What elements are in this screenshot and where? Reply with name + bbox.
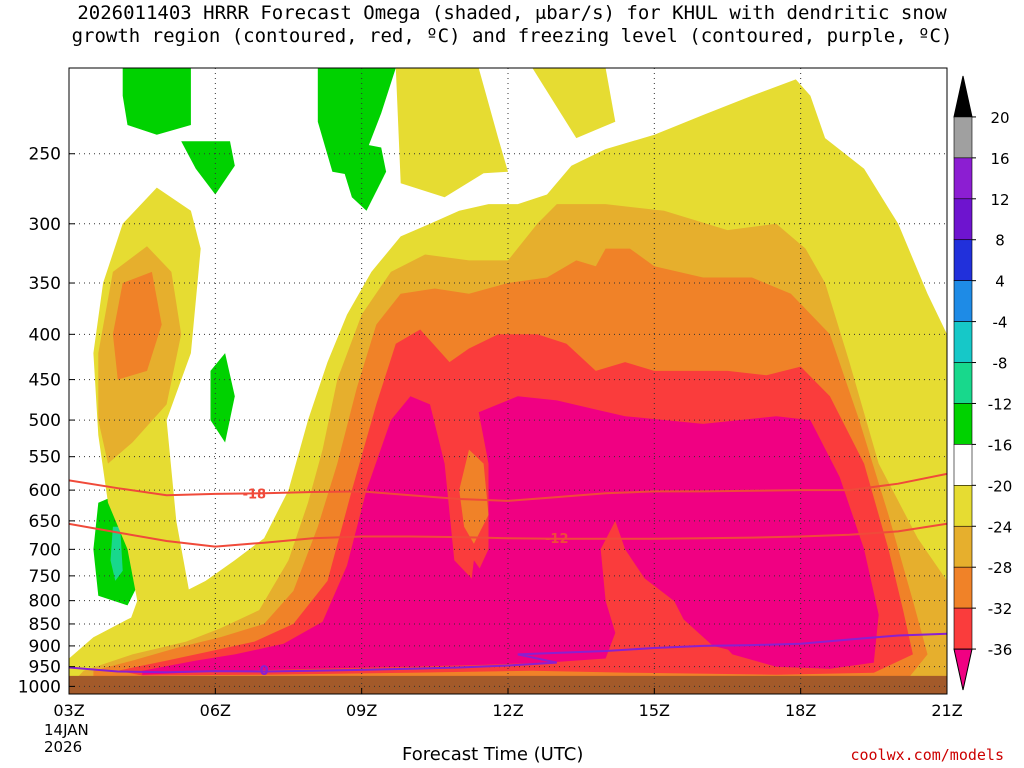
credit-link[interactable]: coolwx.com/models: [850, 746, 1004, 764]
colorbar-label--4: -4: [993, 314, 1008, 332]
colorbar-cap-bottom: [953, 648, 973, 691]
contour-label--18: -18: [243, 487, 267, 502]
omega-region-0-4: [210, 353, 235, 443]
y-axis: 2503003504004505005506006507007508008509…: [18, 145, 75, 697]
y-tick-label-850: 850: [29, 615, 61, 635]
colorbar-cell-7: [953, 362, 973, 404]
colorbar-cell-1: [953, 607, 973, 650]
x-axis: 03Z 06Z 09Z 12Z 15Z 18Z 21Z: [53, 688, 963, 720]
colorbar-cell-5: [953, 444, 973, 486]
colorbar-label--24: -24: [988, 518, 1013, 536]
y-tick-label-300: 300: [29, 215, 61, 235]
colorbar-cell-10: [953, 239, 973, 281]
colorbar-cell-9: [953, 280, 973, 322]
ground-band-fill: [69, 675, 947, 694]
colorbar-cell-12: [953, 157, 973, 200]
title-line-1: 2026011403 HRRR Forecast Omega (shaded, …: [77, 2, 947, 24]
x-tick-label-15Z: 15Z: [639, 701, 670, 720]
colorbar-label-16: 16: [990, 150, 1009, 168]
y-tick-label-550: 550: [29, 448, 61, 468]
colorbar-cell-11: [953, 198, 973, 241]
omega-region-6-1: [469, 560, 508, 648]
chart-title: 2026011403 HRRR Forecast Omega (shaded, …: [0, 2, 1024, 48]
title-line-2: growth region (contoured, red, ºC) and f…: [71, 25, 953, 47]
colorbar-label-12: 12: [990, 191, 1009, 209]
colorbar-cell-8: [953, 321, 973, 363]
y-tick-label-400: 400: [29, 325, 61, 345]
colorbar-cap-top: [953, 75, 973, 118]
y-tick-label-250: 250: [29, 145, 61, 165]
colorbar-label-20: 20: [990, 109, 1009, 127]
x-tick-label-09Z: 09Z: [346, 701, 377, 720]
y-tick-label-900: 900: [29, 637, 61, 657]
colorbar-cell-6: [953, 403, 973, 445]
start-date-year: 2026: [44, 738, 83, 756]
contour-label--12: -12: [545, 532, 569, 547]
omega-region-1-0: [110, 526, 123, 581]
omega-region-2-2: [395, 68, 508, 198]
y-tick-label-750: 750: [29, 567, 61, 587]
y-tick-label-950: 950: [29, 658, 61, 678]
colorbar-label--32: -32: [988, 600, 1013, 618]
omega-shading: [69, 68, 947, 687]
colorbar-label--16: -16: [988, 436, 1013, 454]
colorbar-cell-3: [953, 525, 973, 568]
colorbar-cell-2: [953, 566, 973, 609]
colorbar-label-4: 4: [995, 273, 1005, 291]
x-tick-label-12Z: 12Z: [492, 701, 523, 720]
ground-band: [69, 675, 947, 694]
y-tick-label-700: 700: [29, 540, 61, 560]
x-tick-label-06Z: 06Z: [200, 701, 231, 720]
contour-label-freezing-level: 0: [260, 664, 269, 679]
colorbar-cell-13: [953, 116, 973, 159]
contour-freezing-level: [69, 632, 947, 674]
y-tick-label-800: 800: [29, 592, 61, 612]
colorbar-label-8: 8: [995, 232, 1005, 250]
y-tick-label-350: 350: [29, 274, 61, 294]
omega-region-6-2: [669, 549, 762, 655]
omega-region-0-3: [342, 142, 387, 211]
y-tick-label-500: 500: [29, 411, 61, 431]
colorbar: -36 -32 -28 -24 -20 -16 -12 -8 -4 4 8 12 16 20: [953, 75, 1013, 691]
colorbar-label--8: -8: [993, 355, 1008, 373]
contour-lines: -18 -12 0: [69, 472, 947, 679]
x-tick-label-18Z: 18Z: [785, 701, 816, 720]
y-tick-label-1000: 1000: [18, 677, 61, 697]
colorbar-label--20: -20: [988, 477, 1013, 495]
y-tick-label-450: 450: [29, 371, 61, 391]
colorbar-label--36: -36: [988, 641, 1013, 659]
y-tick-label-650: 650: [29, 512, 61, 532]
start-date: 14JAN 2026: [44, 722, 89, 756]
x-tick-label-21Z: 21Z: [931, 701, 962, 720]
omega-region-0-0: [122, 68, 191, 135]
x-tick-label-03Z: 03Z: [53, 701, 84, 720]
omega-region-7-0: [459, 449, 489, 544]
y-tick-label-600: 600: [29, 481, 61, 501]
colorbar-label--28: -28: [988, 559, 1013, 577]
contour--18: [69, 472, 947, 502]
omega-region-0-1: [181, 141, 235, 195]
contour--12: [69, 522, 947, 548]
x-axis-title: Forecast Time (UTC): [402, 744, 584, 765]
omega-region-4-1: [112, 271, 162, 380]
colorbar-cell-4: [953, 485, 973, 527]
start-date-day: 14JAN: [44, 721, 89, 739]
colorbar-label--12: -12: [988, 395, 1013, 413]
omega-region-2-3: [532, 68, 616, 139]
omega-region-0-2: [317, 68, 396, 177]
